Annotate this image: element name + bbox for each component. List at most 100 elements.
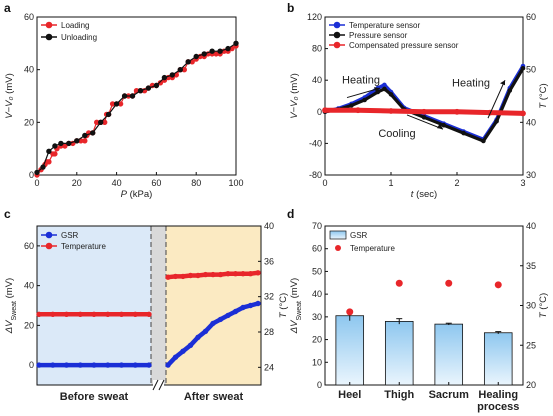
data-point-c-3 bbox=[165, 274, 171, 280]
data-point-a-1 bbox=[74, 138, 80, 144]
legend-c-gsr-label: GSR bbox=[61, 231, 79, 240]
y-axis-right-d-tick-label: 30 bbox=[526, 301, 536, 311]
annotation-heating-2: Heating bbox=[452, 78, 490, 90]
y-axis-label-d-part: Sweat bbox=[296, 301, 303, 321]
data-point-a-1 bbox=[161, 74, 168, 81]
legend-d-temperature-label: Temperature bbox=[350, 244, 395, 253]
y-axis-d-tick-label: 0 bbox=[317, 380, 322, 390]
data-point-a-1 bbox=[153, 82, 160, 89]
bar-gsr-heel bbox=[335, 315, 365, 386]
y-axis-right-label-b-part: (°C) bbox=[538, 83, 549, 103]
data-point-a-1 bbox=[66, 140, 72, 147]
y-axis-right-label-d-part: (°C) bbox=[538, 293, 549, 313]
data-point-c-1 bbox=[247, 302, 254, 309]
y-axis-d-tick-label: 10 bbox=[312, 357, 322, 367]
y-axis-d-tick-label: 50 bbox=[312, 266, 322, 276]
legend-c-temperature-label: Temperature bbox=[61, 242, 106, 251]
legend-b-temperature-label: Temperature sensor bbox=[349, 21, 420, 30]
data-point-b-1 bbox=[382, 86, 387, 92]
legend-b-pressure-marker bbox=[333, 31, 341, 39]
point-temperature-healing bbox=[494, 281, 502, 289]
panel-label-b: b bbox=[287, 1, 294, 15]
data-point-c-2 bbox=[105, 311, 111, 317]
data-point-c-0 bbox=[105, 362, 111, 368]
data-point-a-1 bbox=[105, 111, 112, 118]
legend-a-unloading-label: Unloading bbox=[61, 33, 97, 42]
data-point-a-0 bbox=[157, 80, 164, 86]
data-point-c-0 bbox=[146, 362, 152, 368]
data-point-b-1 bbox=[388, 92, 394, 97]
x-axis-a-tick-label: 20 bbox=[72, 178, 82, 188]
y-axis-label-c: ΔVSweat (mV) bbox=[4, 278, 18, 334]
y-axis-label-a-part: (mV) bbox=[4, 73, 15, 96]
data-point-a-1 bbox=[58, 140, 64, 147]
panel-c: c 0 20 40 60 24 28 32 36 40 Before sweat After swea… bbox=[4, 207, 289, 403]
x-axis-label-b-unit: (sec) bbox=[413, 189, 437, 200]
data-point-c-3 bbox=[255, 270, 261, 276]
plot-frame-a bbox=[36, 16, 237, 176]
annotation-cooling: Cooling bbox=[378, 128, 415, 140]
x-axis-b-tick-label: 1 bbox=[388, 178, 393, 188]
data-point-c-0 bbox=[118, 362, 125, 368]
data-point-a-1 bbox=[185, 59, 191, 65]
y-axis-right-label-b: T (°C) bbox=[538, 83, 549, 108]
data-point-c-1 bbox=[255, 300, 261, 307]
legend-d-gsr-swatch bbox=[329, 230, 347, 240]
plot-frame-c bbox=[36, 225, 262, 386]
data-point-b-1 bbox=[494, 119, 499, 124]
data-point-b-1 bbox=[362, 97, 367, 103]
data-point-b-1 bbox=[349, 103, 354, 108]
data-point-a-1 bbox=[113, 101, 120, 107]
data-point-c-2 bbox=[132, 311, 139, 317]
y-axis-label-b-part: V−V bbox=[289, 99, 300, 119]
data-point-c-3 bbox=[187, 272, 194, 279]
axis-break-slash bbox=[152, 379, 159, 391]
category-label: Heel bbox=[338, 389, 361, 401]
data-point-c-1 bbox=[225, 312, 231, 319]
y-axis-label-d: ΔVSweat (mV) bbox=[289, 278, 303, 334]
point-temperature-heel bbox=[346, 308, 354, 316]
y-axis-right-b-tick-label: 30 bbox=[526, 170, 536, 180]
y-axis-right-b-tick-label: 50 bbox=[526, 65, 536, 75]
data-point-c-1 bbox=[217, 316, 224, 323]
y-axis-label-b: V−V₀ (mV) bbox=[289, 73, 300, 118]
y-axis-right-label-c-part: (°C) bbox=[278, 293, 289, 313]
y-axis-label-c-part: Sweat bbox=[11, 301, 18, 321]
data-point-c-1 bbox=[180, 348, 186, 354]
data-point-c-3 bbox=[195, 272, 201, 279]
data-point-c-2 bbox=[146, 311, 152, 317]
data-point-c-3 bbox=[247, 271, 254, 277]
panel-b: b -80 -40 0 40 80 120 30 40 50 60 0 1 2 3 t (sec) V−V₀ (… bbox=[287, 1, 549, 200]
bar-gsr-thigh bbox=[384, 320, 414, 386]
y-axis-right-label-d-part: T bbox=[538, 311, 549, 318]
panel-d: d 0 10 20 30 40 50 60 70 20 25 30 35 40 ΔVSweat (mV) T … bbox=[287, 207, 549, 413]
legend-a-loading-marker bbox=[45, 21, 53, 29]
data-point-c-0 bbox=[77, 362, 84, 368]
arrow-head-cooling bbox=[437, 123, 443, 130]
data-point-c-1 bbox=[210, 320, 216, 327]
data-point-a-1 bbox=[129, 93, 136, 99]
data-point-c-2 bbox=[77, 311, 84, 317]
arrow-head-heating-1 bbox=[374, 87, 380, 93]
arrow-heating-1 bbox=[346, 87, 381, 99]
data-point-a-1 bbox=[225, 45, 231, 52]
panel-label-a: a bbox=[4, 1, 11, 15]
data-point-c-3 bbox=[202, 271, 209, 278]
legend-a-loading-label: Loading bbox=[61, 21, 89, 30]
panel-label-d: d bbox=[287, 207, 294, 221]
y-axis-right-d-tick-label: 40 bbox=[526, 221, 536, 231]
data-point-c-1 bbox=[165, 362, 171, 368]
arrow-head-heating-2 bbox=[500, 80, 505, 86]
x-axis-label-b: t (sec) bbox=[411, 189, 437, 200]
category-label: Healing bbox=[478, 389, 518, 401]
data-point-a-1 bbox=[46, 148, 52, 155]
y-axis-a-tick-label: 40 bbox=[24, 65, 34, 75]
axis-break-slash bbox=[158, 379, 165, 391]
y-axis-d-tick-label: 40 bbox=[312, 289, 322, 299]
y-axis-label-d-part: (mV) bbox=[289, 278, 300, 301]
y-axis-a-tick-label: 60 bbox=[24, 12, 34, 22]
x-axis-a-tick-label: 100 bbox=[228, 178, 243, 188]
data-point-c-2 bbox=[91, 311, 97, 317]
y-axis-label-a-part: ₀ bbox=[4, 96, 15, 100]
data-point-c-0 bbox=[91, 362, 97, 368]
